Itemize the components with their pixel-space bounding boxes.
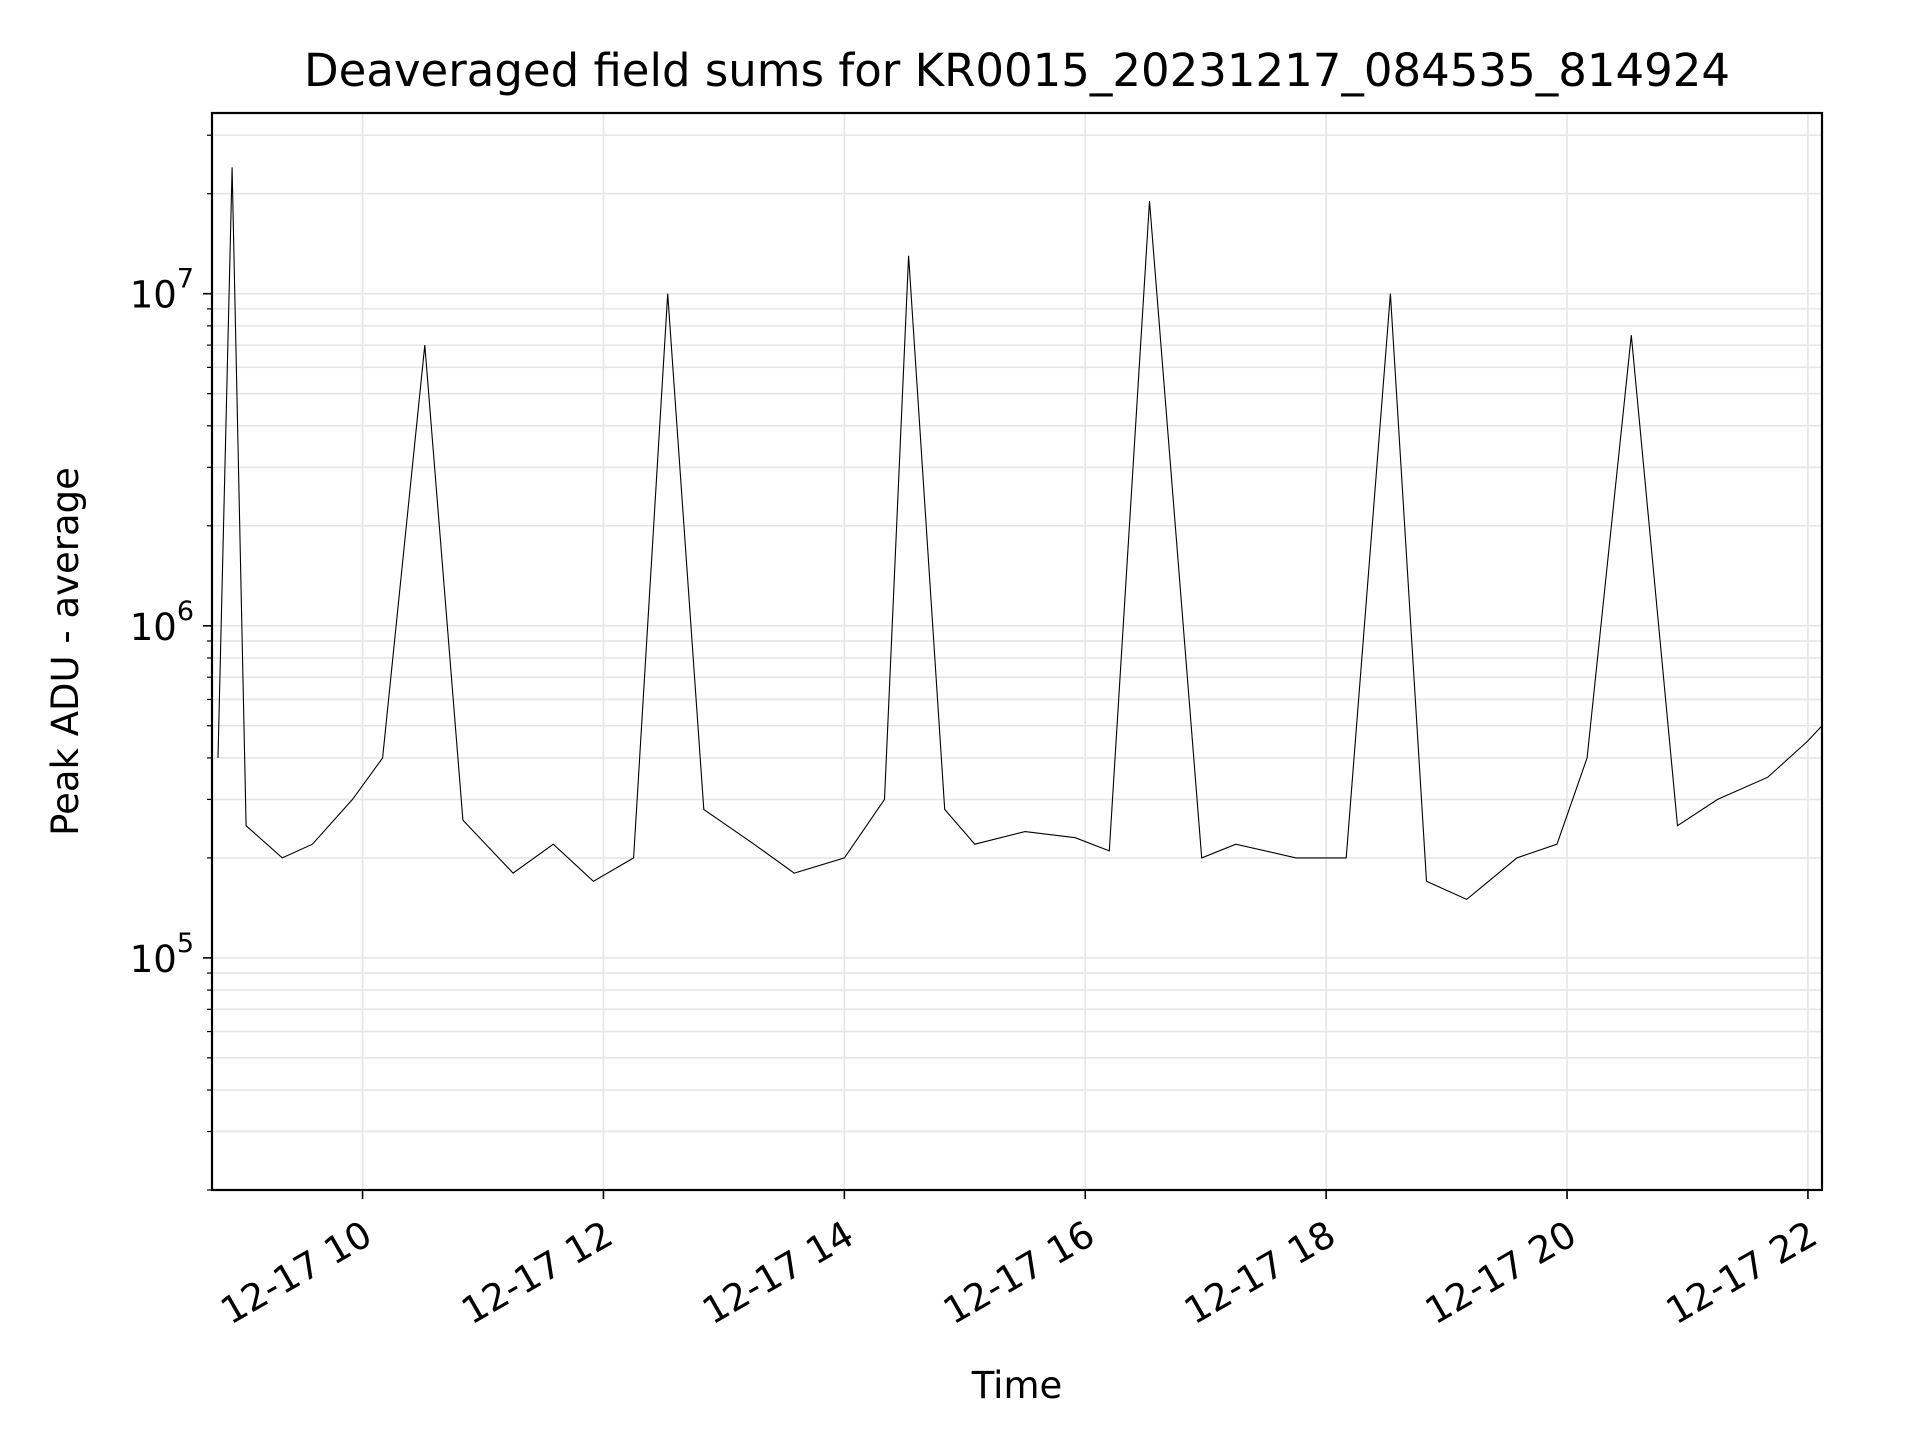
y-axis-label: Peak ADU - average — [44, 467, 87, 836]
series-line — [217, 167, 1823, 901]
plot-background — [212, 113, 1822, 1190]
y-tick-exponent: 5 — [177, 928, 194, 959]
x-axis-label: Time — [971, 1364, 1063, 1407]
grid-lines — [212, 113, 1822, 1191]
y-tick-exponent: 6 — [177, 596, 194, 627]
chart-title: Deaveraged field sums for KR0015_2023121… — [304, 44, 1730, 97]
y-tick-exponent: 7 — [177, 264, 194, 295]
axes-frame — [210, 111, 1824, 1192]
plot-area — [210, 111, 1824, 1192]
